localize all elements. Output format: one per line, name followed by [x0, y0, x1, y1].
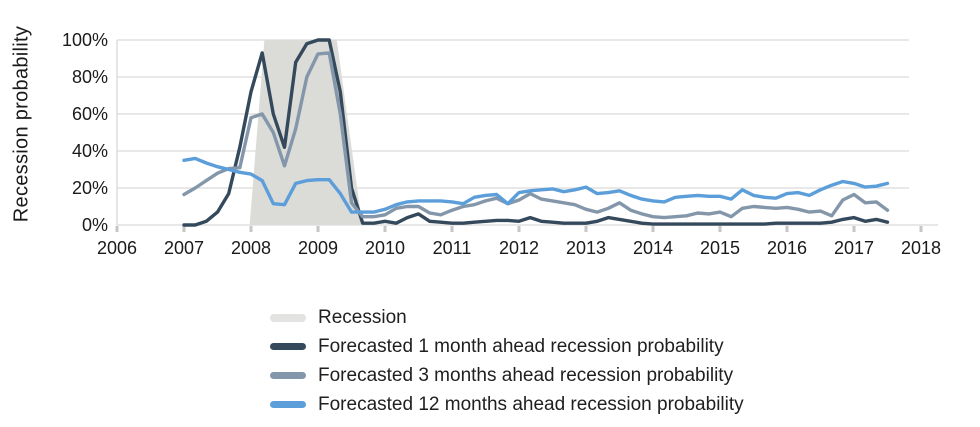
- x-tick-label-2009: 2009: [297, 238, 339, 258]
- y-tick-label-60: 60%: [71, 104, 108, 124]
- legend-item-3: Forecasted 12 months ahead recession pro…: [270, 390, 744, 419]
- x-tick-label-2015: 2015: [699, 238, 741, 258]
- x-tick-label-2014: 2014: [632, 238, 674, 258]
- legend-line-swatch: [270, 401, 306, 408]
- x-tick-label-2011: 2011: [432, 238, 472, 258]
- y-tick-label-40: 40%: [71, 141, 108, 161]
- legend-item-0: Recession: [270, 303, 744, 332]
- x-tick-label-2018: 2018: [900, 238, 942, 258]
- legend-label: Forecasted 1 month ahead recession proba…: [318, 335, 724, 357]
- x-tick-label-2010: 2010: [364, 238, 406, 258]
- x-tick-label-2006: 2006: [96, 238, 138, 258]
- legend: Recession Forecasted 1 month ahead recess…: [270, 303, 744, 419]
- series-line-12-months: [182, 156, 890, 214]
- x-tick-label-2013: 2013: [565, 238, 607, 258]
- legend-line-swatch: [270, 372, 306, 379]
- legend-band-swatch: [270, 313, 306, 322]
- series-line-3-months: [182, 51, 890, 220]
- legend-label: Recession: [318, 306, 407, 328]
- x-tick-label-2007: 2007: [163, 238, 205, 258]
- y-tick-label-20: 20%: [71, 178, 108, 198]
- legend-item-2: Forecasted 3 months ahead recession prob…: [270, 361, 744, 390]
- chart-canvas: [115, 38, 938, 232]
- legend-item-1: Forecasted 1 month ahead recession proba…: [270, 332, 744, 361]
- legend-label: Forecasted 12 months ahead recession pro…: [318, 393, 744, 415]
- series-line-1-month: [182, 38, 890, 227]
- y-tick-label-100: 100%: [61, 30, 108, 50]
- y-tick-label-0: 0%: [81, 215, 108, 235]
- legend-line-swatch: [270, 343, 306, 350]
- y-tick-label-80: 80%: [71, 67, 108, 87]
- x-tick-label-2016: 2016: [766, 238, 808, 258]
- x-tick-label-2012: 2012: [498, 238, 540, 258]
- legend-label: Forecasted 3 months ahead recession prob…: [318, 364, 734, 386]
- x-tick-label-2008: 2008: [230, 238, 272, 258]
- x-tick-label-2017: 2017: [833, 238, 875, 258]
